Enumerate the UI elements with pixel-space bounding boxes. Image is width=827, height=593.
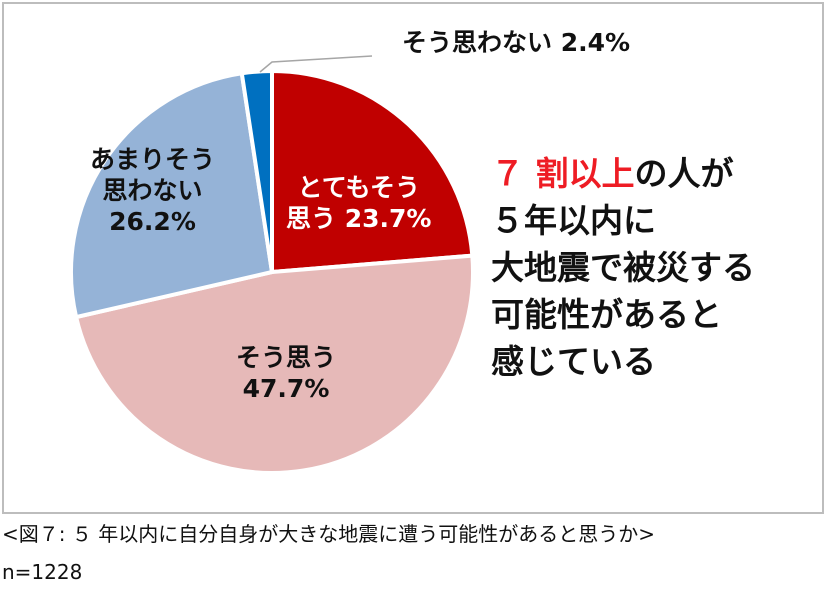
slice-label-somewhat-disagree: あまりそう 思わない 26.2% — [90, 145, 216, 236]
leader-line — [259, 55, 373, 73]
headline: ７ 割以上の人が ５年以内に 大地震で被災する 可能性があると 感じている — [491, 150, 755, 385]
headline-line2: ５年以内に — [491, 201, 656, 240]
sample-size: n=1228 — [2, 560, 83, 584]
slice-label-agree: そう思う 47.7% — [236, 343, 337, 403]
pie-slice-very-much-agree — [270, 68, 475, 275]
headline-highlight: ７ 割以上 — [491, 154, 635, 193]
headline-line3: 大地震で被災する — [491, 248, 755, 287]
pie-chart — [69, 55, 475, 475]
slice-label-very-much-agree: とてもそう 思う 23.7% — [286, 173, 432, 233]
headline-line5: 感じている — [491, 342, 656, 381]
slice-label-disagree: そう思わない 2.4% — [402, 28, 631, 57]
figure-caption: <図７: ５ 年以内に自分自身が大きな地震に遭う可能性があると思うか> — [2, 522, 655, 546]
headline-line4: 可能性があると — [491, 295, 722, 334]
pie-slice-agree — [73, 253, 475, 475]
headline-line1-rest: の人が — [634, 154, 734, 193]
pie-slice-somewhat-disagree — [69, 71, 275, 320]
chart-frame: とてもそう 思う 23.7% そう思う 47.7% あまりそう 思わない 26.… — [2, 2, 824, 514]
pie-slice-disagree — [239, 68, 274, 273]
